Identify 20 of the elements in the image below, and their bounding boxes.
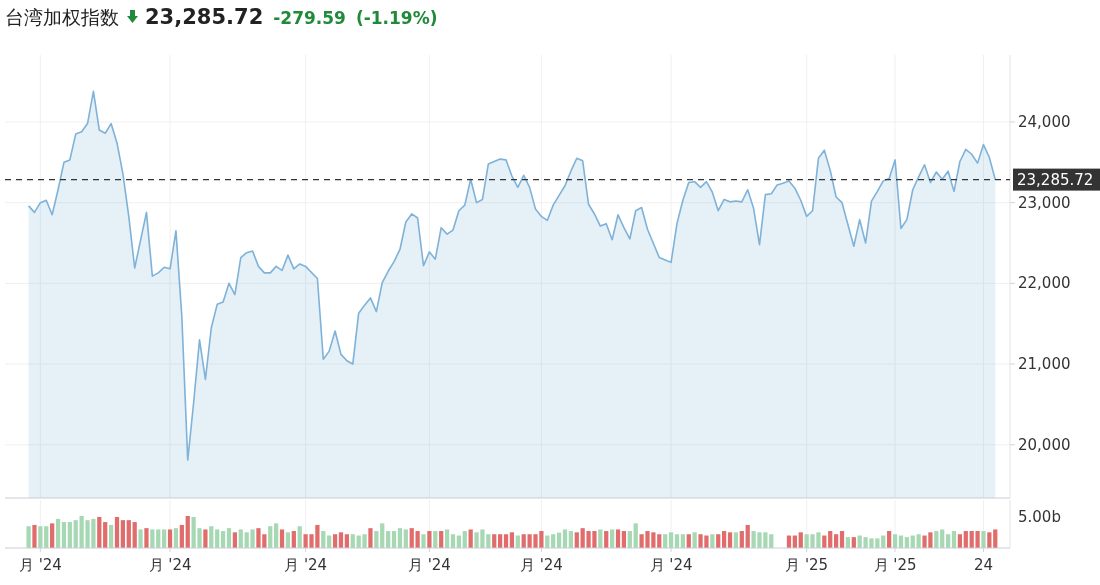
y-tick-label: 23,000 <box>1018 193 1071 212</box>
x-tick-label: 月 '24 <box>148 556 192 574</box>
y-tick-label: 24,000 <box>1018 112 1071 131</box>
x-tick-label: 月 '25 <box>873 556 917 574</box>
y-tick-label: 21,000 <box>1018 355 1071 374</box>
x-tick-label: 月 '25 <box>785 556 829 574</box>
x-tick-label: 月 '24 <box>284 556 328 574</box>
text: 23,285.72 <box>145 5 264 29</box>
x-tick-label: 24 <box>973 556 994 574</box>
ref-line-label: 23,285.72 <box>1017 171 1094 190</box>
x-tick-label: 月 '24 <box>519 556 563 574</box>
chart-title: 台湾加权指数 <box>5 6 119 28</box>
x-tick-label: 月 '24 <box>18 556 62 574</box>
x-tick-label: 月 '24 <box>649 556 693 574</box>
text: -279.59 <box>273 8 346 28</box>
x-tick-label: 月 '24 <box>407 556 451 574</box>
text: 5.00b <box>1018 508 1061 526</box>
y-tick-label: 22,000 <box>1018 274 1071 293</box>
text: (-1.19%) <box>355 8 438 28</box>
y-tick-label: 20,000 <box>1018 435 1071 454</box>
